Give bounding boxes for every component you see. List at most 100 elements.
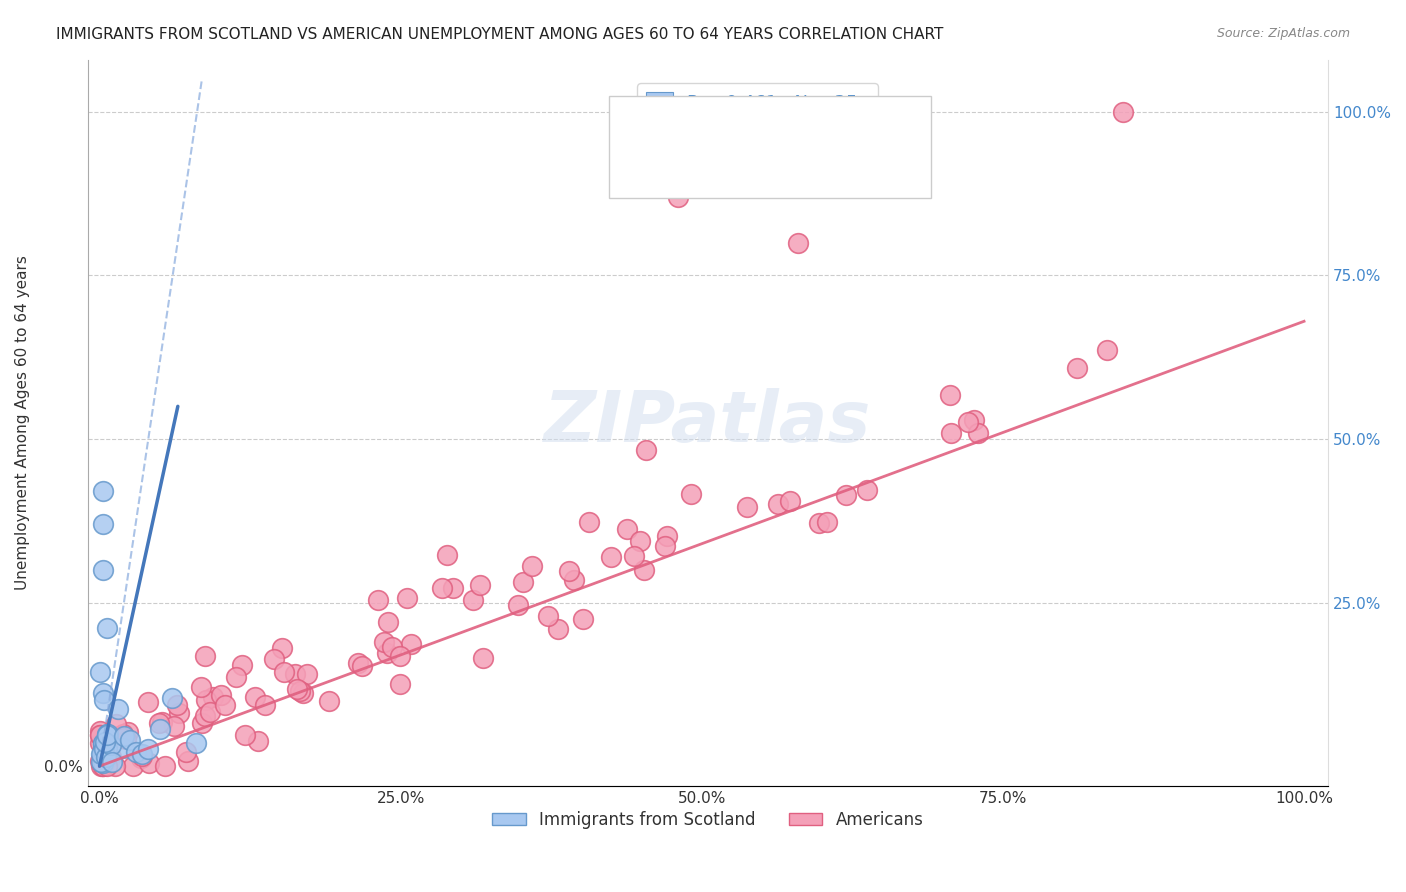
Point (191, 716, 214, 731)
Point (96, 740, 118, 755)
Point (104, 731, 127, 745)
Point (198, 705, 221, 719)
Point (388, 648, 411, 663)
Point (184, 736, 207, 750)
Point (93, 693, 115, 707)
Point (508, 599, 530, 613)
Point (679, 487, 702, 501)
Point (547, 622, 569, 636)
Point (91, 736, 114, 750)
Point (100, 738, 122, 752)
Point (735, 500, 758, 515)
Point (93, 750, 115, 764)
Point (225, 670, 247, 684)
Point (209, 688, 232, 702)
Point (90, 755, 112, 769)
Point (243, 690, 266, 704)
Point (377, 615, 399, 630)
Point (346, 656, 368, 670)
Point (91, 759, 114, 773)
Point (1097, 343, 1119, 358)
Point (856, 483, 879, 498)
Point (263, 652, 285, 666)
Point (96, 733, 118, 747)
Point (89, 736, 111, 750)
Point (160, 691, 183, 706)
Point (104, 759, 127, 773)
Point (91, 484, 114, 499)
Point (287, 682, 309, 697)
Point (399, 637, 422, 651)
Point (835, 104, 858, 119)
Point (562, 573, 585, 587)
Point (91, 747, 114, 761)
Point (94, 749, 117, 764)
Point (131, 747, 153, 762)
Point (93, 747, 115, 762)
Point (297, 666, 319, 681)
Point (512, 575, 534, 590)
Point (96, 741, 118, 756)
Point (94, 737, 117, 751)
Point (96, 728, 118, 742)
Point (190, 680, 212, 694)
Point (112, 740, 135, 755)
Point (941, 426, 963, 441)
Point (94, 753, 117, 767)
Point (167, 706, 190, 721)
Point (91, 756, 114, 770)
Point (367, 592, 389, 607)
Point (136, 695, 159, 709)
Point (112, 731, 135, 746)
Point (468, 577, 491, 591)
Point (89, 728, 111, 742)
Point (96, 621, 118, 635)
Point (108, 729, 131, 743)
Point (461, 592, 484, 607)
Point (91, 759, 114, 773)
Point (112, 726, 135, 740)
Point (91, 686, 114, 700)
Point (352, 659, 374, 673)
Point (318, 694, 340, 708)
Point (395, 591, 418, 605)
Point (572, 612, 595, 626)
Point (443, 581, 465, 595)
Point (939, 388, 962, 402)
Point (214, 698, 236, 713)
Point (381, 640, 404, 654)
Point (166, 698, 188, 712)
Point (100, 750, 122, 764)
Point (956, 415, 979, 429)
Point (176, 745, 198, 759)
Point (97, 727, 120, 741)
Point (194, 693, 217, 707)
Point (1112, 104, 1135, 119)
Point (201, 690, 224, 704)
Point (93, 741, 115, 756)
Point (138, 756, 160, 770)
Point (633, 564, 655, 578)
Point (149, 722, 172, 736)
Point (177, 755, 200, 769)
Point (136, 741, 159, 756)
Point (835, 488, 858, 502)
Point (89, 665, 111, 679)
Point (153, 759, 176, 773)
Point (471, 651, 494, 665)
Point (104, 717, 127, 731)
Point (107, 702, 129, 716)
Point (122, 759, 145, 773)
Point (90, 747, 112, 761)
Point (93, 737, 115, 751)
Point (194, 709, 217, 723)
Point (253, 698, 276, 713)
Point (131, 751, 153, 765)
Point (90, 759, 112, 773)
FancyBboxPatch shape (609, 96, 931, 197)
Point (430, 581, 453, 595)
Point (628, 534, 651, 549)
Point (787, 235, 810, 250)
Point (388, 677, 411, 691)
Point (148, 715, 170, 730)
